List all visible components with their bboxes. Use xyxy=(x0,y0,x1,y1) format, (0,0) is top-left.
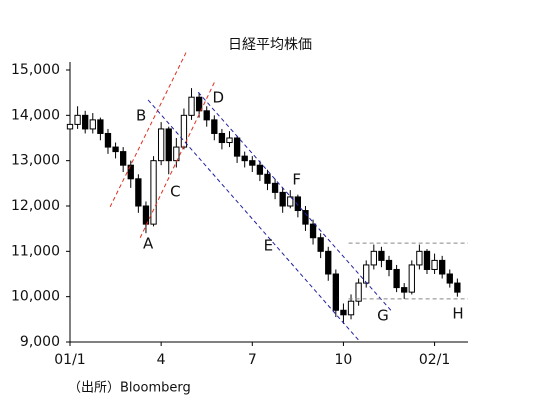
candle-body xyxy=(226,137,233,144)
annotation: D xyxy=(212,89,224,107)
y-tick-label: 9,000 xyxy=(20,334,60,350)
x-tick-label: 02/1 xyxy=(419,352,450,368)
candle-body xyxy=(211,119,218,134)
candle-body xyxy=(264,173,271,184)
candle-body xyxy=(195,96,203,112)
candle-body xyxy=(385,259,393,270)
candle-body xyxy=(370,250,377,266)
candle-body xyxy=(408,264,415,293)
candle-body xyxy=(256,164,264,175)
candle-body xyxy=(120,151,127,166)
candle-body xyxy=(279,191,286,207)
candle-body xyxy=(401,287,408,293)
candle-body xyxy=(218,132,226,144)
candle-body xyxy=(66,123,74,130)
annotation: E xyxy=(264,236,273,254)
chart-title: 日経平均株価 xyxy=(228,37,312,53)
candle-body xyxy=(363,264,370,284)
candle-body xyxy=(203,110,210,121)
candle-body xyxy=(127,164,134,180)
annotation: G xyxy=(377,307,389,325)
candle-body xyxy=(135,178,142,207)
candle-body xyxy=(423,250,431,270)
annotation: A xyxy=(143,235,154,253)
candle-body xyxy=(241,155,248,162)
candle-body xyxy=(188,96,195,116)
y-tick-label: 12,000 xyxy=(11,198,60,214)
candle-body xyxy=(173,146,180,162)
trend-line xyxy=(147,99,360,341)
candle-body xyxy=(165,128,172,162)
candle-body xyxy=(150,160,157,225)
x-tick-label: 7 xyxy=(248,352,257,368)
annotation: C xyxy=(170,182,180,200)
candle-body xyxy=(355,282,362,302)
source-note: （出所）Bloomberg xyxy=(68,381,191,396)
candle-body xyxy=(249,160,256,166)
candle-body xyxy=(332,273,339,311)
x-tick-label: 10 xyxy=(335,352,353,368)
annotation: H xyxy=(452,304,463,322)
candle-body xyxy=(271,182,279,193)
x-tick-label: 4 xyxy=(157,352,166,368)
candle-body xyxy=(309,223,317,239)
trend-line xyxy=(139,79,216,238)
candle-body xyxy=(157,128,165,162)
candle-body xyxy=(82,114,89,130)
candle-body xyxy=(142,205,150,225)
candle-body xyxy=(294,196,302,212)
candle-body xyxy=(340,309,347,316)
candle-body xyxy=(317,237,324,252)
candle-body xyxy=(431,259,438,270)
candle-body xyxy=(112,146,119,153)
y-tick-label: 13,000 xyxy=(11,153,60,169)
candle-body xyxy=(416,250,423,266)
candle-body xyxy=(454,282,461,293)
candle-body xyxy=(393,268,400,289)
y-tick-label: 11,000 xyxy=(11,243,60,259)
candle-body xyxy=(97,119,104,134)
candle-body xyxy=(104,132,112,148)
trend-line xyxy=(197,91,392,311)
candle-body xyxy=(347,300,355,316)
candle-body xyxy=(446,273,453,284)
candle-body xyxy=(378,250,385,261)
candle-body xyxy=(287,196,294,207)
y-tick-label: 14,000 xyxy=(11,107,60,123)
annotation: F xyxy=(292,171,301,189)
y-tick-label: 15,000 xyxy=(11,62,60,78)
trend-line xyxy=(109,49,188,208)
candle-body xyxy=(89,119,96,130)
candle-body xyxy=(233,137,241,157)
candle-body xyxy=(74,114,81,125)
y-tick-label: 10,000 xyxy=(11,289,60,305)
x-tick-label: 01/1 xyxy=(54,352,85,368)
candle-body xyxy=(439,259,446,275)
annotation: B xyxy=(136,107,146,125)
candle-body xyxy=(302,210,309,225)
candle-body xyxy=(325,250,332,275)
